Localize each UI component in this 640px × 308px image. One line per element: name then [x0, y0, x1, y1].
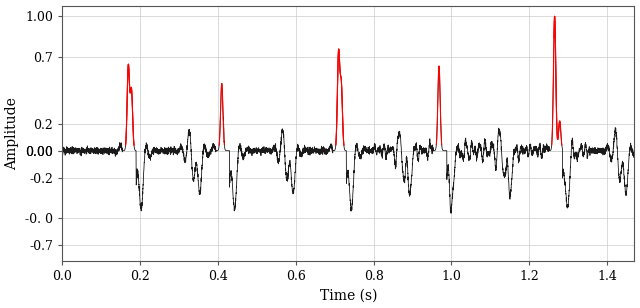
X-axis label: Time (s): Time (s): [319, 289, 377, 302]
Y-axis label: Amplitude: Amplitude: [6, 97, 20, 170]
